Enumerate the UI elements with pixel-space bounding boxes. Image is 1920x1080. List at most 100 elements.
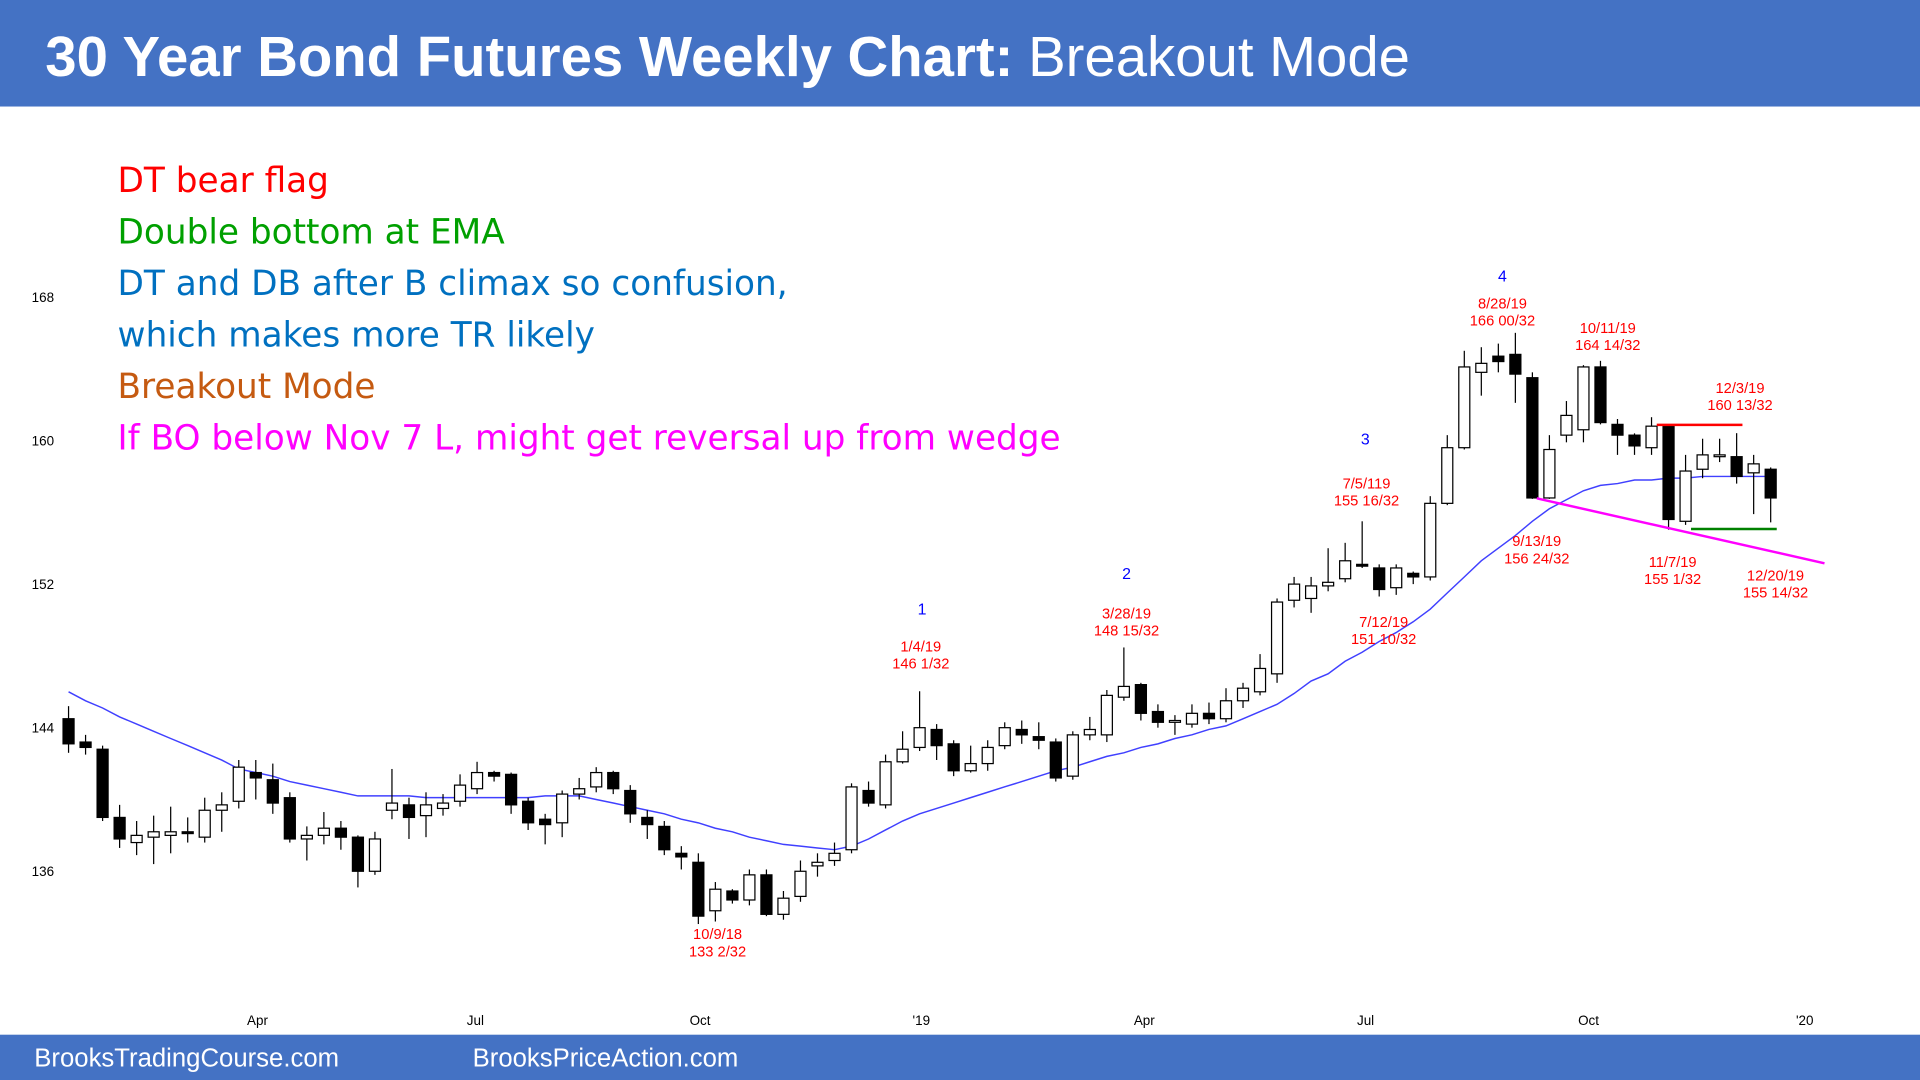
header-bar xyxy=(0,0,1920,107)
candle-body xyxy=(283,797,296,840)
candle-body xyxy=(368,838,382,872)
price-annotation: 7/12/19 xyxy=(1359,615,1408,631)
wave-label: 1 xyxy=(918,602,927,619)
candle-body xyxy=(709,888,722,912)
candle-body xyxy=(692,861,705,917)
note-line: DT bear flag xyxy=(118,161,329,201)
candle-body xyxy=(1543,448,1556,499)
x-tick-label: Oct xyxy=(1578,1013,1599,1028)
candle-body xyxy=(1594,366,1607,424)
price-annotation: 164 14/32 xyxy=(1575,338,1640,354)
candle-body xyxy=(62,718,75,745)
candle-body xyxy=(828,852,841,862)
candle-body xyxy=(300,834,313,840)
candle-body xyxy=(1083,728,1096,736)
candle-body xyxy=(130,834,143,844)
candle-body xyxy=(896,748,909,763)
price-annotation: 1/4/19 xyxy=(900,639,941,655)
x-tick-label: Oct xyxy=(690,1013,711,1028)
candle-body xyxy=(1100,694,1113,736)
candle-body xyxy=(1066,734,1079,777)
candle-body xyxy=(1202,712,1216,720)
candle-body xyxy=(453,784,467,802)
candle-body xyxy=(964,762,977,772)
wave-label: 4 xyxy=(1498,269,1507,286)
candle-body xyxy=(1390,567,1403,589)
price-annotation: 151 10/32 xyxy=(1351,632,1416,648)
wave-label: 2 xyxy=(1122,566,1131,583)
price-annotation: 9/13/19 xyxy=(1512,534,1561,550)
candle-body xyxy=(1185,712,1199,725)
y-tick-label: 136 xyxy=(32,864,54,879)
title-bold: 30 Year Bond Futures Weekly Chart: xyxy=(45,25,1013,88)
candle-body xyxy=(1679,470,1692,522)
price-annotation: 155 14/32 xyxy=(1743,586,1808,602)
candle-body xyxy=(1730,456,1743,478)
candle-body xyxy=(504,773,518,806)
candle-body xyxy=(402,804,416,819)
candle-body xyxy=(1151,710,1165,723)
candle-body xyxy=(573,788,586,795)
candle-body xyxy=(1526,377,1539,499)
candle-body xyxy=(590,771,603,788)
candle-body xyxy=(1628,434,1641,447)
candle-body xyxy=(1253,667,1267,693)
note-line: DT and DB after B climax so confusion, xyxy=(118,264,788,304)
candle-body xyxy=(249,771,262,779)
candle-body xyxy=(726,890,739,901)
price-annotation: 146 1/32 xyxy=(892,657,949,673)
candle-body xyxy=(385,802,399,811)
slide-title: 30 Year Bond Futures Weekly Chart: Breako… xyxy=(45,25,1410,88)
candle-body xyxy=(1134,684,1148,714)
x-tick-label: Jul xyxy=(467,1013,484,1028)
candle-body xyxy=(760,874,773,915)
candle-body xyxy=(947,743,960,772)
candle-body xyxy=(930,728,943,747)
candle-body xyxy=(845,786,858,851)
candle-body xyxy=(641,816,654,826)
candle-body xyxy=(1645,425,1658,449)
price-annotation: 8/28/19 xyxy=(1478,297,1527,313)
candle-body xyxy=(436,802,450,810)
title-rest: Breakout Mode xyxy=(1028,25,1410,88)
x-tick-label: Jul xyxy=(1357,1013,1374,1028)
wave-label: 3 xyxy=(1361,431,1370,448)
price-annotation: 3/28/19 xyxy=(1102,606,1151,622)
candle-body xyxy=(811,861,824,867)
candle-body xyxy=(607,771,620,790)
footer-right: BrooksPriceAction.com xyxy=(473,1045,739,1073)
x-tick-label: '19 xyxy=(913,1013,931,1028)
candle-body xyxy=(113,816,126,840)
price-annotation: 12/20/19 xyxy=(1747,568,1804,584)
candle-body xyxy=(317,827,330,836)
footer-left: BrooksTradingCourse.com xyxy=(34,1045,339,1073)
price-annotation: 148 15/32 xyxy=(1094,624,1159,640)
candle-body xyxy=(147,831,160,838)
y-tick-label: 160 xyxy=(32,433,54,448)
price-annotation: 133 2/32 xyxy=(689,944,746,960)
candle-body xyxy=(522,800,535,824)
candle-body xyxy=(777,897,790,915)
candle-body xyxy=(1219,700,1233,720)
candle-body xyxy=(1339,560,1352,580)
candle-body xyxy=(1270,601,1284,675)
candle-body xyxy=(556,793,569,824)
candle-body xyxy=(1696,454,1709,470)
candle-body xyxy=(624,789,637,815)
note-line: If BO below Nov 7 L, might get reversal … xyxy=(118,418,1061,458)
candle-body xyxy=(743,874,756,901)
candle-body xyxy=(1407,572,1420,578)
candle-body xyxy=(1356,563,1369,567)
y-tick-label: 168 xyxy=(32,290,54,305)
candle-body xyxy=(862,789,875,804)
candle-body xyxy=(1117,685,1130,698)
candle-body xyxy=(1662,425,1675,521)
wedge-line xyxy=(1536,497,1825,565)
note-line: Breakout Mode xyxy=(118,367,376,407)
price-annotation: 10/9/18 xyxy=(693,927,742,943)
candle-body xyxy=(539,818,552,826)
candle-body xyxy=(181,831,194,835)
price-annotation: 160 13/32 xyxy=(1707,398,1772,414)
candle-body xyxy=(913,727,926,749)
candle-body xyxy=(1322,581,1335,587)
